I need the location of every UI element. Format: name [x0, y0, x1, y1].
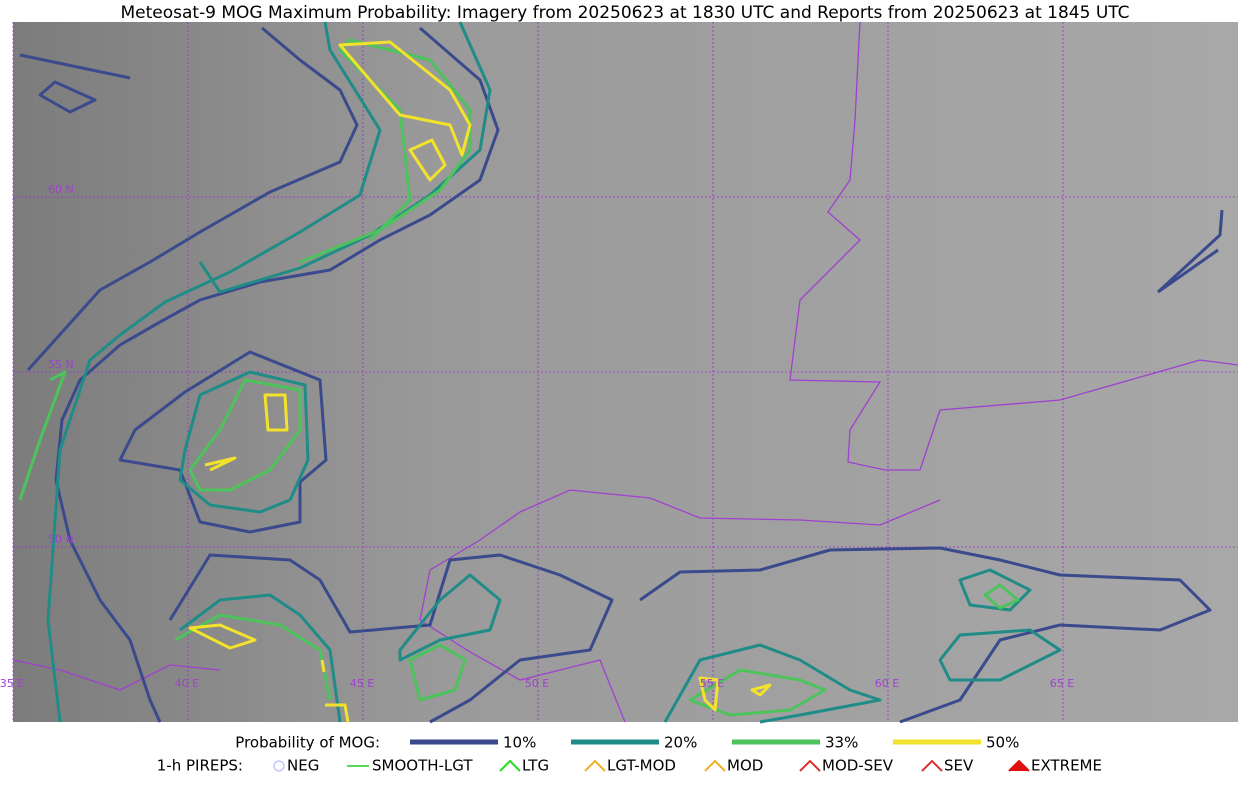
lon-label: 45 E [350, 677, 374, 690]
lon-label: 40 E [175, 677, 199, 690]
lon-label: 60 E [875, 677, 899, 690]
legend-label: 20% [664, 734, 697, 752]
legend-title: Probability of MOG: [235, 734, 380, 752]
pirep-label: MOD [727, 757, 763, 775]
pirep-label: SMOOTH-LGT [372, 757, 473, 775]
title: Meteosat-9 MOG Maximum Probability: Imag… [120, 3, 1129, 23]
pirep-icon [584, 759, 606, 772]
pirep-icon [799, 759, 821, 772]
pireps-title: 1-h PIREPS: [157, 757, 243, 775]
pirep-label: LTG [522, 757, 549, 775]
lat-label: 60 N [48, 183, 74, 196]
lat-label: 55 N [48, 358, 74, 371]
grid-labels: 60 N 55 N 50 N 35 E 40 E 45 E 50 E 55 E 60 E 65 E [0, 183, 1074, 690]
graticule [12, 22, 1238, 722]
pirep-label: NEG [287, 757, 319, 775]
pirep-label: EXTREME [1031, 757, 1102, 775]
pirep-label: LGT-MOD [607, 757, 676, 775]
pirep-icon [704, 759, 726, 772]
lat-label: 50 N [48, 533, 74, 546]
pirep-label: SEV [944, 757, 974, 775]
legend-label: 10% [503, 734, 536, 752]
lon-label: 50 E [525, 677, 549, 690]
pirep-icon [499, 759, 521, 772]
lon-label: 55 E [700, 677, 724, 690]
pirep-icon [273, 760, 285, 772]
pirep-icon [921, 759, 943, 772]
legend-label: 50% [986, 734, 1019, 752]
borders [12, 21, 1239, 723]
legend-label: 33% [825, 734, 858, 752]
contours [18, 21, 1224, 724]
lon-label: 35 E [0, 677, 24, 690]
lon-label: 65 E [1050, 677, 1074, 690]
pirep-label: MOD-SEV [822, 757, 894, 775]
legend: Probability of MOG: 10% 20% 33% 50% 1-h PIR… [157, 734, 1102, 775]
pirep-icon [1008, 759, 1030, 772]
